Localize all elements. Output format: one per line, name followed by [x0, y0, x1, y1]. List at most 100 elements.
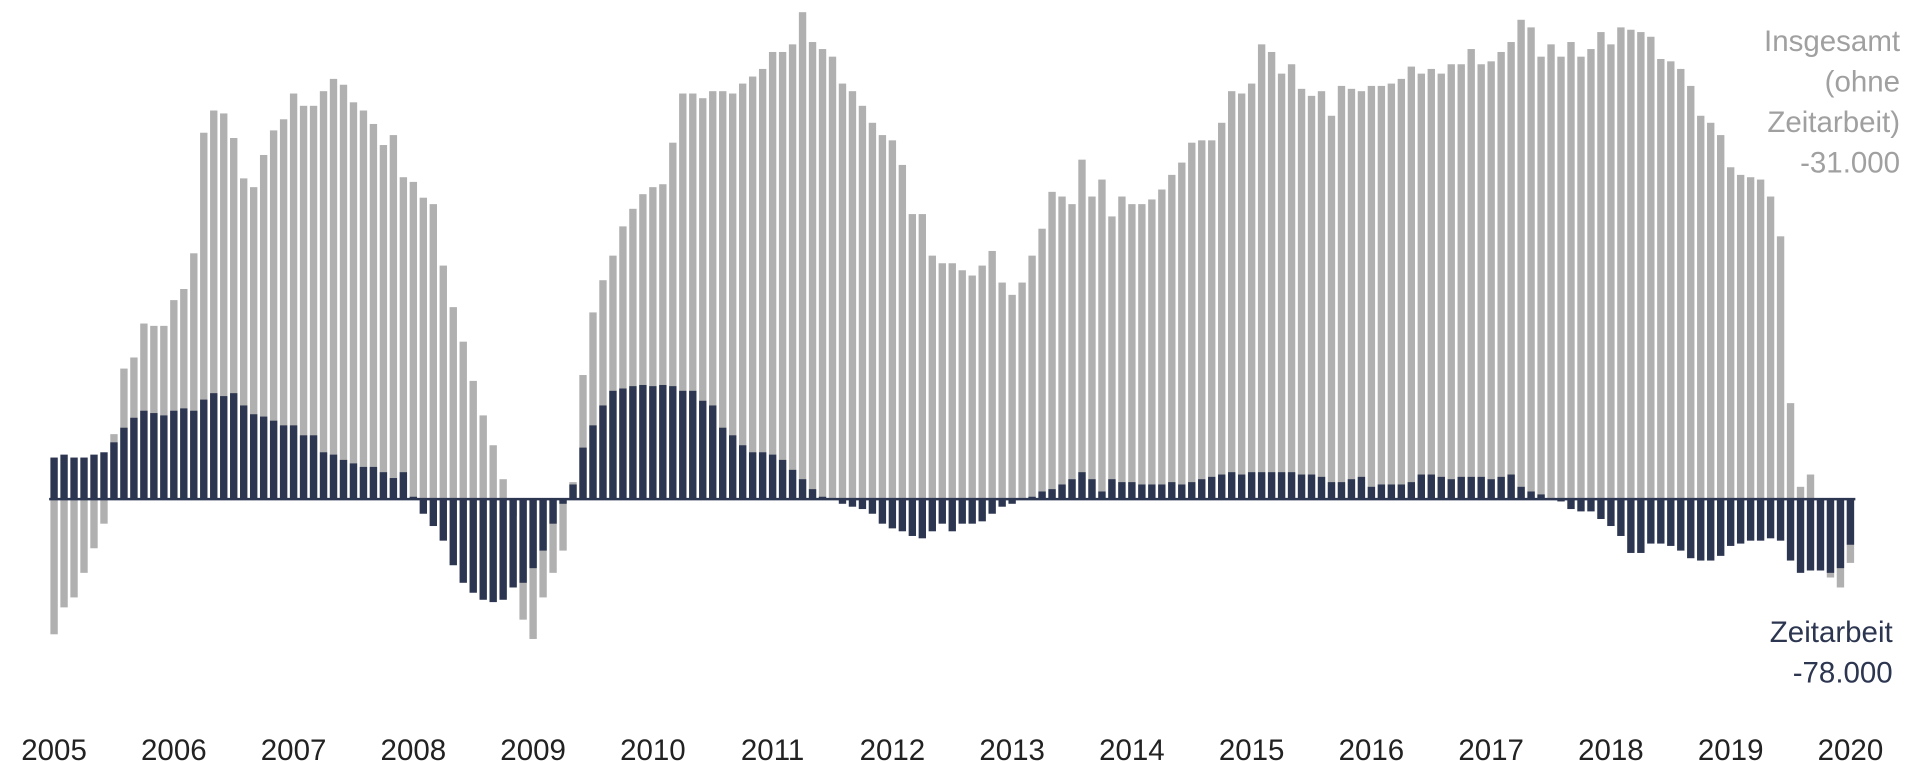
- bar: [1746, 177, 1755, 500]
- bar: [1317, 91, 1326, 500]
- bar: [719, 91, 727, 500]
- bar: [1128, 204, 1136, 500]
- bar: [1567, 42, 1575, 500]
- bar: [80, 499, 88, 573]
- bar: [1677, 499, 1685, 551]
- bar: [509, 499, 517, 588]
- bar: [1587, 49, 1595, 500]
- bar: [569, 484, 577, 500]
- bar: [70, 457, 78, 500]
- bar: [898, 499, 907, 532]
- bar: [1327, 115, 1336, 500]
- bar: [349, 102, 358, 500]
- bar: [449, 307, 457, 500]
- bar: [499, 499, 507, 600]
- bar: [1148, 199, 1156, 500]
- bar: [1726, 499, 1735, 546]
- bar: [689, 390, 697, 500]
- bar: [1557, 56, 1565, 500]
- bar: [329, 454, 338, 500]
- bar: [778, 459, 787, 500]
- bar: [928, 499, 936, 532]
- bar: [1208, 476, 1216, 500]
- bar: [1547, 44, 1555, 500]
- bar: [50, 457, 58, 500]
- bar: [259, 154, 268, 500]
- bar: [429, 499, 437, 527]
- bar: [1307, 474, 1316, 500]
- bar: [619, 388, 627, 500]
- bar: [738, 83, 747, 500]
- bar: [1756, 179, 1765, 500]
- annotation: (ohne: [1825, 65, 1900, 98]
- bar: [798, 479, 807, 500]
- bar: [1816, 499, 1825, 571]
- bar: [349, 463, 358, 500]
- bar: [1487, 479, 1495, 500]
- x-tick-label: 2011: [741, 734, 804, 761]
- bar: [120, 427, 128, 500]
- bar: [828, 56, 837, 500]
- bar: [1607, 499, 1615, 527]
- bar: [1756, 499, 1765, 541]
- bar: [259, 416, 268, 500]
- bar: [1637, 499, 1645, 553]
- bar: [858, 105, 867, 500]
- bar: [1247, 472, 1256, 500]
- bar: [1537, 494, 1545, 500]
- bar: [1297, 88, 1306, 500]
- bar: [359, 466, 368, 500]
- bar: [150, 413, 158, 500]
- bar: [1726, 167, 1735, 500]
- bar: [619, 226, 627, 500]
- bar: [689, 93, 697, 500]
- bar: [1647, 499, 1655, 544]
- bar: [609, 390, 617, 500]
- bar: [180, 408, 188, 500]
- bar: [1357, 91, 1366, 500]
- bar: [409, 181, 418, 500]
- bar: [679, 93, 687, 500]
- bar: [729, 93, 737, 500]
- bar: [539, 499, 547, 551]
- bar: [649, 386, 657, 500]
- bar: [908, 499, 917, 536]
- bar: [449, 499, 457, 566]
- bar: [1447, 479, 1455, 500]
- bar: [549, 499, 557, 573]
- bar: [629, 208, 637, 500]
- bar: [719, 427, 727, 500]
- bar: [1427, 68, 1435, 500]
- bar: [659, 384, 667, 500]
- bar: [1277, 73, 1286, 500]
- bar: [579, 375, 587, 500]
- bar: [1208, 140, 1216, 500]
- bar: [519, 499, 527, 583]
- bar: [1088, 196, 1096, 500]
- bar: [399, 472, 408, 500]
- bar: [459, 341, 467, 500]
- bar: [419, 499, 428, 514]
- bar: [1836, 499, 1845, 569]
- bar: [1417, 474, 1425, 500]
- annotation: Zeitarbeit): [1767, 106, 1900, 139]
- bar: [140, 410, 148, 500]
- bar: [858, 499, 867, 510]
- bar: [160, 325, 168, 500]
- bar: [220, 396, 228, 500]
- bar: [898, 164, 907, 500]
- bar: [150, 325, 158, 500]
- bar: [190, 253, 198, 500]
- bar: [80, 457, 88, 500]
- bar: [988, 499, 996, 514]
- bar: [1387, 484, 1396, 500]
- bar: [1497, 51, 1505, 500]
- bar: [848, 91, 857, 500]
- bar: [699, 400, 707, 500]
- bar: [1267, 51, 1276, 500]
- bar: [729, 435, 737, 500]
- bar: [1746, 499, 1755, 541]
- bar: [100, 452, 108, 500]
- bar: [559, 499, 567, 551]
